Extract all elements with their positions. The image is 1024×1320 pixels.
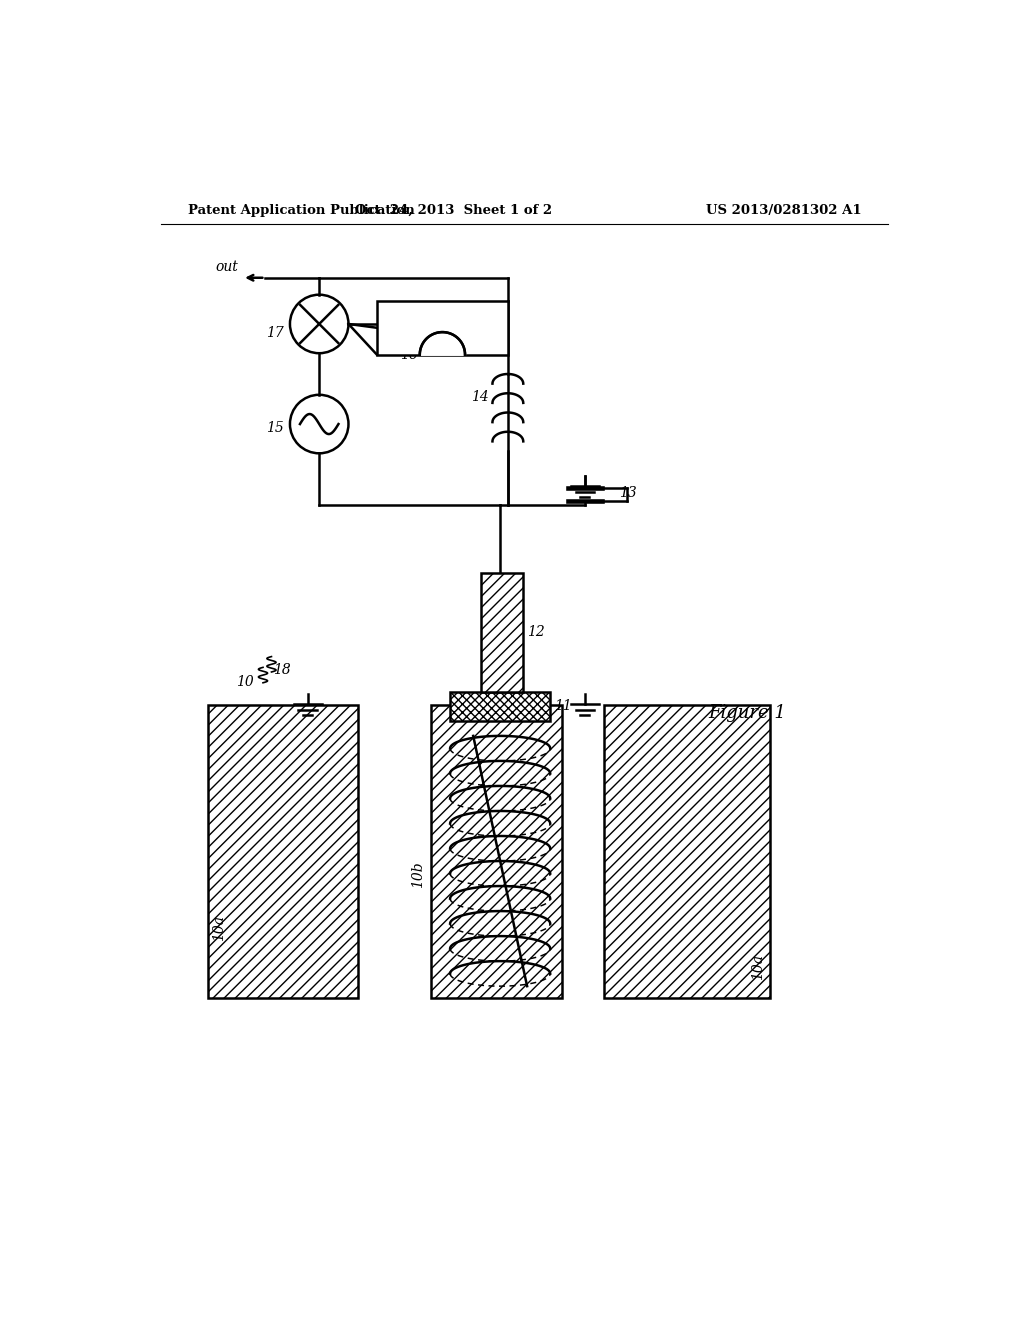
Text: 16: 16 [400, 348, 418, 363]
Text: 10a: 10a [212, 915, 226, 941]
Bar [451, 692, 550, 721]
Bar [431, 705, 562, 998]
Text: 17: 17 [266, 326, 284, 341]
Text: 18: 18 [273, 664, 291, 677]
Text: US 2013/0281302 A1: US 2013/0281302 A1 [707, 205, 862, 218]
Text: 11: 11 [554, 700, 571, 713]
Bar [481, 573, 523, 692]
Bar [208, 705, 357, 998]
Text: Patent Application Publication: Patent Application Publication [188, 205, 415, 218]
Text: 13: 13 [620, 486, 637, 500]
Bar [604, 705, 770, 998]
Text: 10: 10 [236, 675, 254, 689]
Text: 10a: 10a [752, 954, 765, 979]
Bar [431, 705, 562, 998]
Text: Figure 1: Figure 1 [708, 704, 786, 722]
Text: Oct. 24, 2013  Sheet 1 of 2: Oct. 24, 2013 Sheet 1 of 2 [355, 205, 553, 218]
Text: 12: 12 [527, 626, 545, 639]
Bar [377, 301, 508, 355]
Text: 10b: 10b [411, 861, 425, 888]
Bar [451, 692, 550, 721]
Text: 14: 14 [471, 391, 488, 404]
Bar [604, 705, 770, 998]
Text: out: out [215, 260, 239, 275]
Bar [481, 573, 523, 692]
Text: 15: 15 [266, 421, 284, 434]
Bar [208, 705, 357, 998]
